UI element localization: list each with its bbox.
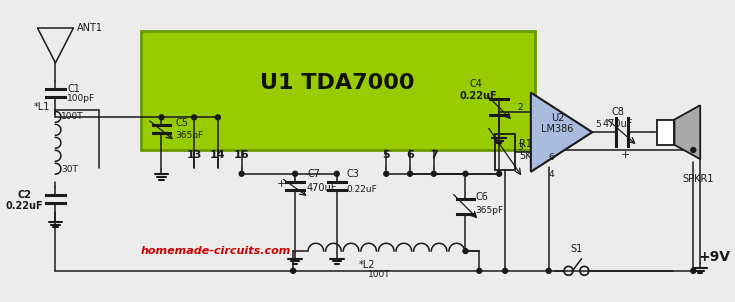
Text: C3: C3 — [347, 169, 359, 179]
Text: U1 TDA7000: U1 TDA7000 — [260, 73, 415, 93]
Circle shape — [431, 171, 437, 176]
Text: 100T: 100T — [62, 112, 84, 121]
Text: 4: 4 — [548, 170, 554, 179]
Bar — [656, 120, 675, 145]
Text: 365pF: 365pF — [176, 131, 204, 140]
Text: ANT1: ANT1 — [77, 23, 103, 33]
Polygon shape — [531, 93, 592, 172]
Text: C2: C2 — [18, 190, 32, 200]
Text: U2: U2 — [551, 113, 564, 123]
Text: 5K: 5K — [519, 151, 531, 161]
Text: 0.22uF: 0.22uF — [459, 91, 497, 101]
Circle shape — [290, 268, 295, 273]
Circle shape — [463, 249, 468, 253]
Text: *L1: *L1 — [34, 102, 51, 112]
Text: +: + — [621, 150, 631, 160]
Text: 30T: 30T — [62, 165, 79, 174]
Bar — [495, 134, 515, 170]
Circle shape — [192, 115, 196, 120]
FancyBboxPatch shape — [140, 31, 535, 150]
Circle shape — [546, 268, 551, 273]
Circle shape — [334, 171, 340, 176]
Text: 5: 5 — [595, 120, 601, 129]
Text: 365pF: 365pF — [476, 206, 503, 215]
Text: 100pF: 100pF — [68, 94, 96, 103]
Text: *L2: *L2 — [359, 260, 375, 270]
Circle shape — [503, 268, 508, 273]
Circle shape — [407, 171, 412, 176]
Text: 470uF: 470uF — [603, 119, 633, 129]
Circle shape — [497, 171, 501, 176]
Text: +9V: +9V — [698, 250, 731, 264]
Text: C1: C1 — [68, 84, 80, 94]
Text: C4: C4 — [470, 79, 482, 89]
Circle shape — [477, 268, 482, 273]
Text: LM386: LM386 — [542, 124, 574, 134]
Text: 470uF: 470uF — [307, 183, 337, 193]
Circle shape — [691, 148, 696, 153]
Polygon shape — [675, 105, 700, 159]
Text: 7: 7 — [430, 150, 437, 160]
Text: SPKR1: SPKR1 — [683, 174, 714, 184]
Text: 0.22uF: 0.22uF — [6, 201, 43, 211]
Circle shape — [463, 171, 468, 176]
Text: C6: C6 — [476, 191, 488, 201]
Circle shape — [159, 115, 164, 120]
Text: S1: S1 — [570, 244, 583, 254]
Circle shape — [293, 171, 298, 176]
Text: 2: 2 — [517, 103, 523, 112]
Circle shape — [239, 171, 244, 176]
Text: R1: R1 — [519, 139, 532, 149]
Circle shape — [384, 171, 389, 176]
Text: 5: 5 — [382, 150, 390, 160]
Circle shape — [215, 115, 220, 120]
Text: 3: 3 — [517, 143, 523, 152]
Text: C5: C5 — [176, 118, 188, 128]
Text: homemade-circuits.com: homemade-circuits.com — [140, 246, 291, 256]
Text: 0.22uF: 0.22uF — [347, 185, 377, 194]
Text: 100T: 100T — [368, 270, 391, 279]
Text: 6: 6 — [548, 153, 554, 162]
Text: 6: 6 — [406, 150, 414, 160]
Text: +: + — [276, 179, 286, 189]
Text: 13: 13 — [187, 150, 202, 160]
Text: 14: 14 — [210, 150, 226, 160]
Text: C8: C8 — [612, 108, 625, 117]
Text: C7: C7 — [307, 169, 320, 179]
Text: 16: 16 — [234, 150, 249, 160]
Circle shape — [691, 268, 696, 273]
